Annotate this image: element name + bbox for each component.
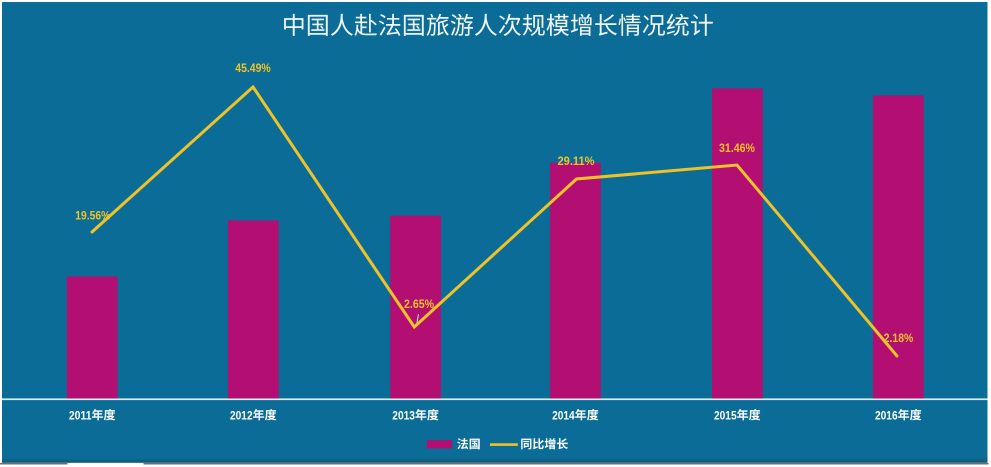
svg-text:2015: 2015	[714, 408, 737, 422]
svg-text:2016: 2016	[875, 408, 898, 422]
svg-text:19.56%: 19.56%	[75, 209, 110, 223]
svg-text:2011: 2011	[69, 408, 92, 422]
svg-text:2012: 2012	[230, 408, 253, 422]
svg-text:2.18%: 2.18%	[884, 331, 914, 345]
svg-text:29.11%: 29.11%	[558, 154, 595, 168]
svg-text:2.65%: 2.65%	[404, 297, 434, 311]
svg-text:31.46%: 31.46%	[719, 141, 755, 155]
svg-text:2013: 2013	[392, 408, 415, 422]
svg-text:45.49%: 45.49%	[235, 61, 271, 75]
svg-text:2014: 2014	[552, 408, 575, 422]
